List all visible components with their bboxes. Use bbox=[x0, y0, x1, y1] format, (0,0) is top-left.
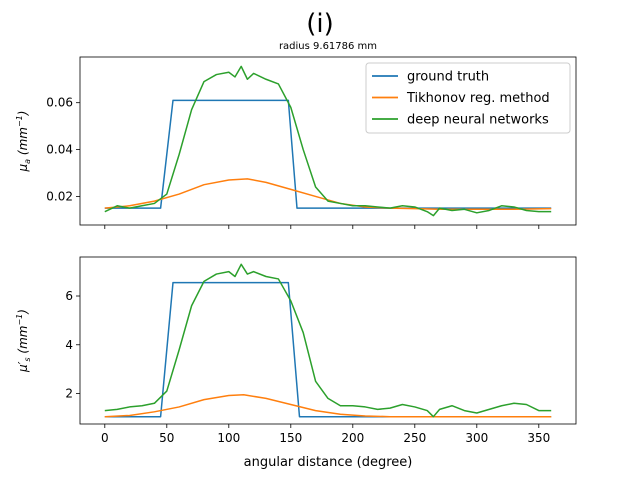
series-line-ground-truth bbox=[104, 99, 552, 209]
figure-subtitle: radius 9.61786 mm bbox=[279, 41, 377, 52]
y-tick-label: 0.06 bbox=[46, 96, 73, 110]
legend-label-tikhonov: Tikhonov reg. method bbox=[406, 91, 550, 106]
top-panel: 0.02 0.04 0.06 μa (mm−1) bbox=[15, 56, 577, 229]
y-tick-label: 6 bbox=[65, 289, 73, 303]
x-tick-label: 50 bbox=[159, 431, 174, 445]
y-axis-label: μa (mm−1) bbox=[15, 111, 32, 173]
y-tick-label: 0.02 bbox=[46, 189, 73, 203]
legend: ground truth Tikhonov reg. method deep neu… bbox=[365, 62, 571, 134]
series-line-tikhonov bbox=[104, 178, 552, 211]
x-axis-label: angular distance (degree) bbox=[244, 455, 413, 470]
x-tick-label: 300 bbox=[465, 431, 488, 445]
x-tick-label: 150 bbox=[279, 431, 302, 445]
x-tick-label: 200 bbox=[341, 431, 364, 445]
bottom-panel: 0 50 100 150 200 250 300 350 2 4 6 μ′s (mm−1) bbox=[15, 256, 577, 445]
axes-frame bbox=[79, 56, 577, 226]
x-tick-label: 0 bbox=[101, 431, 109, 445]
x-tick-label: 350 bbox=[527, 431, 550, 445]
series-line-dnn bbox=[104, 263, 552, 418]
axes-frame bbox=[79, 256, 577, 425]
y-tick-label: 2 bbox=[65, 387, 73, 401]
legend-label-dnn: deep neural networks bbox=[407, 113, 549, 128]
series-line-tikhonov bbox=[104, 393, 552, 418]
figure-title: (i) bbox=[306, 9, 334, 39]
legend-box bbox=[365, 62, 571, 134]
x-tick-label: 250 bbox=[403, 431, 426, 445]
y-axis-label: μ′s (mm−1) bbox=[15, 309, 32, 373]
x-tick-label: 100 bbox=[217, 431, 240, 445]
legend-label-ground-truth: ground truth bbox=[407, 70, 489, 85]
y-tick-label: 0.04 bbox=[46, 143, 73, 157]
series-line-dnn bbox=[104, 65, 552, 217]
y-tick-label: 4 bbox=[65, 338, 73, 352]
series-line-ground-truth bbox=[104, 281, 552, 418]
